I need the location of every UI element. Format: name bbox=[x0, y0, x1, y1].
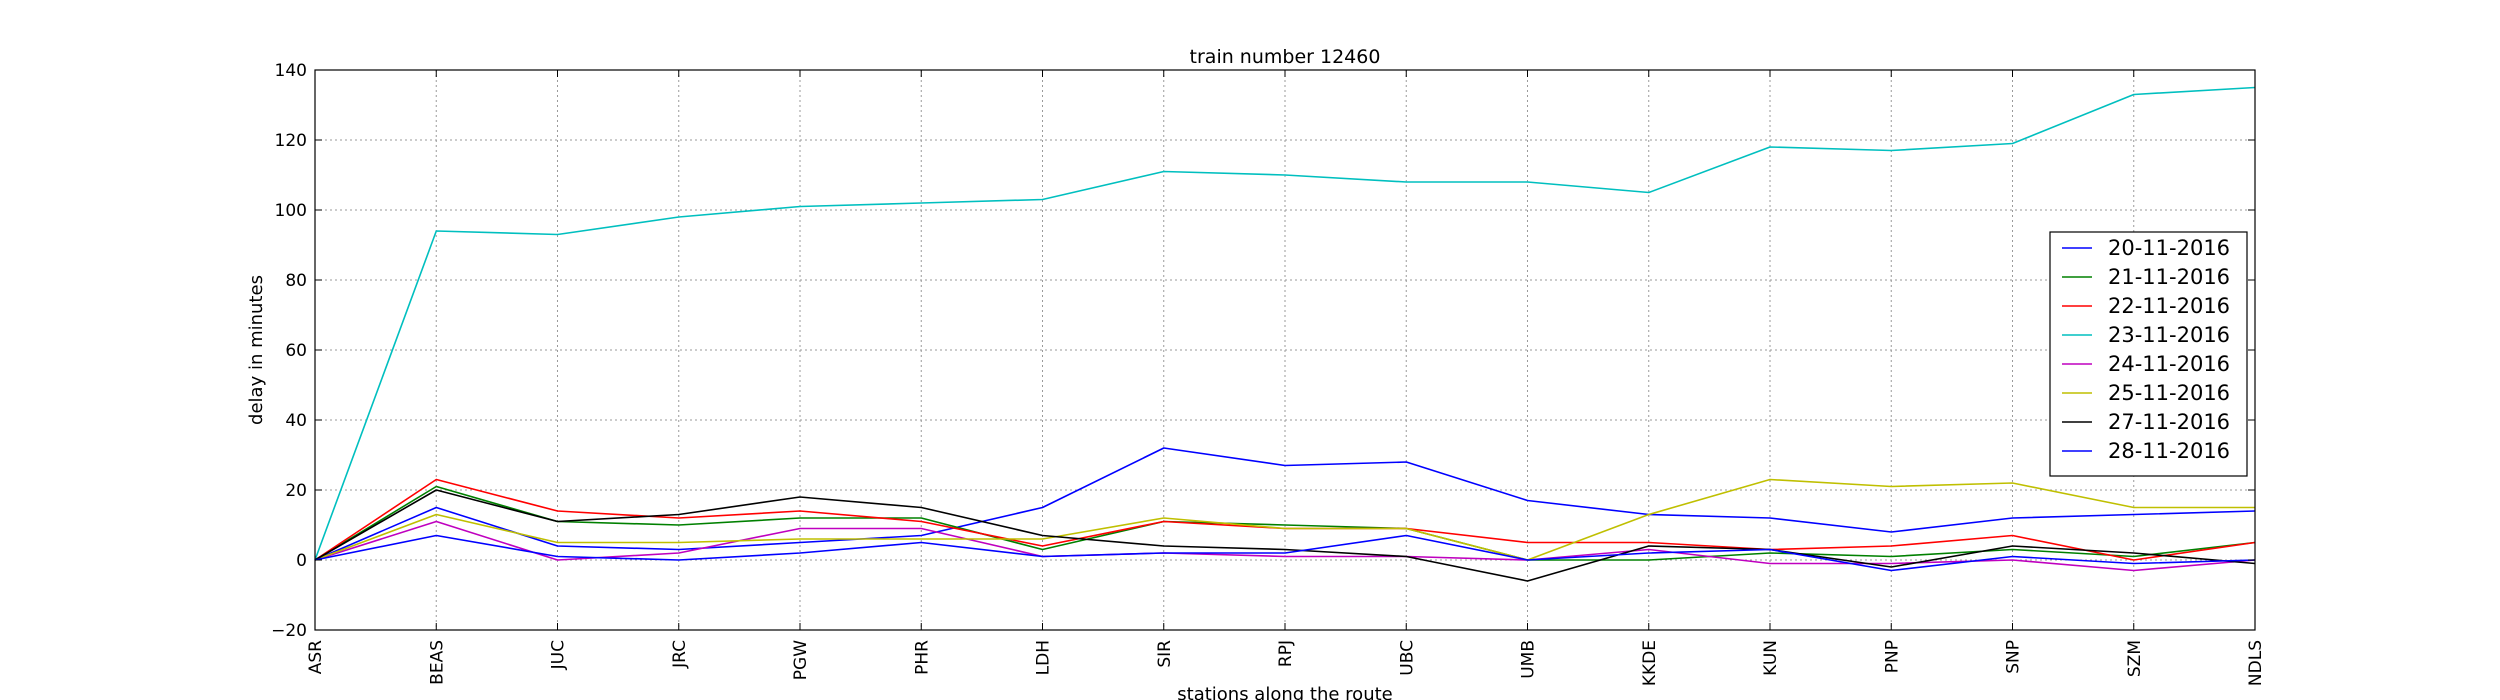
y-tick-label: 140 bbox=[275, 61, 307, 81]
x-tick-label: PNP bbox=[1882, 640, 1902, 673]
axis-ticks: −20 0 20 40 60 80 100 120 140 ASR BEAS JUC JRC PGW PHR… bbox=[271, 61, 2266, 686]
series-line bbox=[314, 478, 2255, 561]
y-tick-label: 60 bbox=[285, 341, 307, 361]
y-tick-label: 100 bbox=[275, 201, 307, 221]
y-axis-label: delay in minutes bbox=[246, 275, 267, 425]
x-tick-label: BEAS bbox=[427, 640, 447, 685]
x-tick-label: PHR bbox=[912, 640, 932, 675]
legend: 20-11-2016 21-11-2016 22-11-2016 23-11-2016… bbox=[2049, 231, 2248, 477]
y-tick-label: 0 bbox=[296, 551, 307, 571]
x-axis-label: stations along the route bbox=[1177, 684, 1392, 700]
legend-label: 24-11-2016 bbox=[2108, 352, 2230, 376]
series-line bbox=[314, 534, 2256, 572]
x-tick-label: KKDE bbox=[1640, 640, 1660, 686]
x-tick-label: SZM bbox=[2125, 640, 2145, 677]
legend-box bbox=[2049, 231, 2248, 477]
x-tick-label: LDH bbox=[1034, 640, 1054, 675]
y-tick-label: −20 bbox=[271, 621, 307, 641]
grid-lines bbox=[314, 69, 2256, 631]
x-tick-label: JRC bbox=[670, 640, 690, 669]
series-line bbox=[314, 86, 2256, 561]
legend-label: 20-11-2016 bbox=[2108, 236, 2230, 260]
x-tick-label: KUN bbox=[1761, 640, 1781, 676]
x-tick-label: UMB bbox=[1519, 640, 1539, 679]
series-line bbox=[314, 520, 2256, 572]
y-tick-label: 120 bbox=[275, 131, 307, 151]
y-tick-label: 40 bbox=[285, 411, 307, 431]
series-line bbox=[314, 489, 2256, 582]
x-tick-label: SNP bbox=[2004, 640, 2024, 674]
x-tick-label: NDLS bbox=[2246, 640, 2266, 686]
x-tick-label: PGW bbox=[791, 640, 811, 680]
x-tick-label: SIR bbox=[1155, 640, 1175, 668]
legend-label: 28-11-2016 bbox=[2108, 439, 2230, 463]
chart-title: train number 12460 bbox=[1190, 46, 1381, 68]
legend-label: 27-11-2016 bbox=[2108, 410, 2230, 434]
series-lines bbox=[314, 86, 2256, 582]
legend-label: 25-11-2016 bbox=[2108, 381, 2230, 405]
y-tick-label: 20 bbox=[285, 481, 307, 501]
legend-label: 22-11-2016 bbox=[2108, 294, 2230, 318]
x-tick-label: JUC bbox=[549, 640, 569, 670]
x-tick-label: RPJ bbox=[1276, 640, 1296, 667]
y-tick-label: 80 bbox=[285, 271, 307, 291]
series-line bbox=[314, 485, 2256, 561]
x-tick-label: ASR bbox=[306, 640, 326, 674]
x-tick-label: UBC bbox=[1397, 640, 1417, 676]
legend-label: 23-11-2016 bbox=[2108, 323, 2230, 347]
series-line bbox=[314, 447, 2256, 561]
legend-label: 21-11-2016 bbox=[2108, 265, 2230, 289]
